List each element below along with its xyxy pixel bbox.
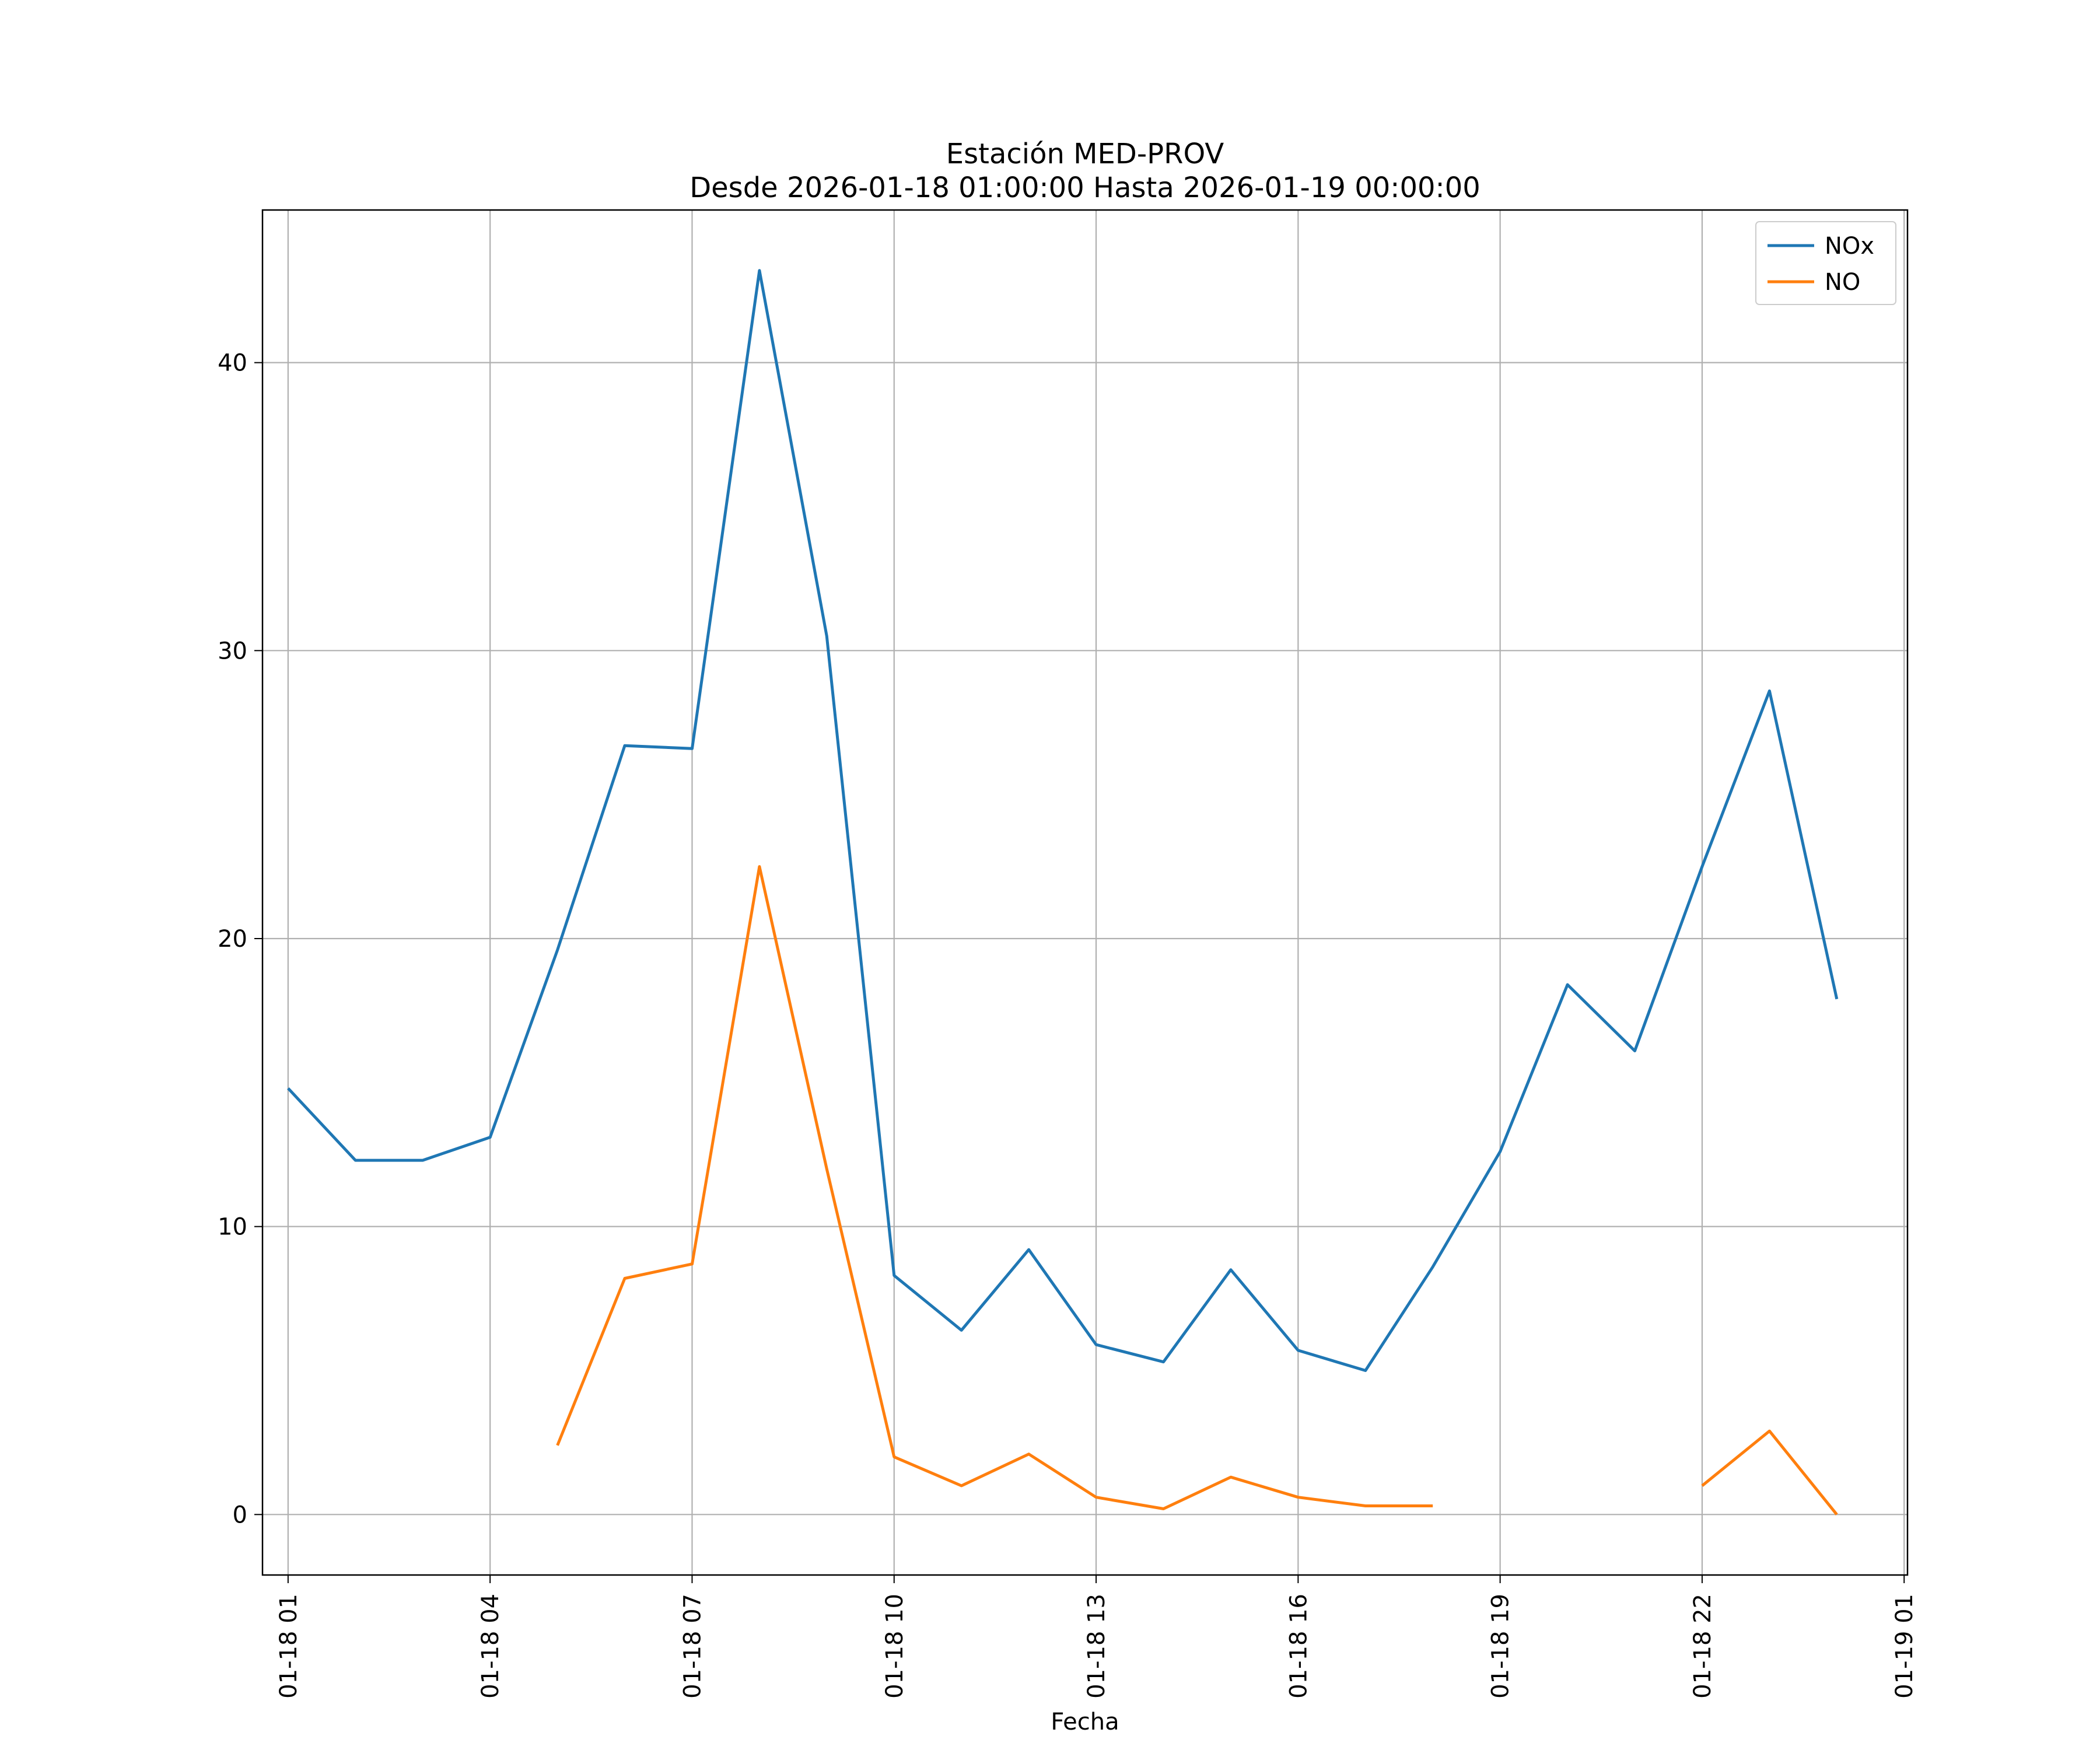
x-tick-label: 01-18 04 (477, 1594, 504, 1699)
x-tick-label: 01-18 22 (1689, 1594, 1716, 1699)
legend-label-nox: NOx (1825, 233, 1874, 260)
x-tick-label: 01-19 01 (1891, 1594, 1918, 1699)
chart-title: Estación MED-PROV (946, 138, 1224, 170)
plot-series (287, 269, 1839, 1516)
x-tick-label: 01-18 07 (679, 1594, 706, 1699)
y-axis: 0 10 20 30 40 (218, 350, 262, 1528)
series-line-nox-segment-1 (287, 269, 1839, 1372)
chart-subtitle: Desde 2026-01-18 01:00:00 Hasta 2026-01-… (690, 172, 1480, 204)
x-axis-label: Fecha (1051, 1709, 1119, 1735)
x-axis: 01-18 01 01-18 04 01-18 07 01-18 10 01-18 13… (275, 1575, 1918, 1699)
y-tick-label: 40 (218, 350, 247, 377)
y-tick-label: 0 (233, 1502, 247, 1528)
y-tick-label: 10 (218, 1214, 247, 1241)
legend: NOx NO (1755, 221, 1896, 305)
x-tick-label: 01-18 10 (881, 1594, 908, 1699)
axes-frame (261, 209, 1909, 1576)
series-line-no-segment-2 (1701, 1429, 1838, 1516)
x-tick-label: 01-18 16 (1285, 1594, 1312, 1699)
x-tick-label: 01-18 01 (275, 1594, 302, 1699)
grid-lines (262, 210, 1908, 1575)
y-tick-label: 30 (218, 638, 247, 664)
y-tick-label: 20 (218, 926, 247, 953)
x-tick-label: 01-18 19 (1488, 1594, 1514, 1699)
series-line-no-segment-1 (556, 865, 1433, 1510)
x-tick-label: 01-18 13 (1083, 1594, 1110, 1699)
legend-box (1755, 221, 1896, 305)
legend-label-no: NO (1825, 269, 1860, 296)
